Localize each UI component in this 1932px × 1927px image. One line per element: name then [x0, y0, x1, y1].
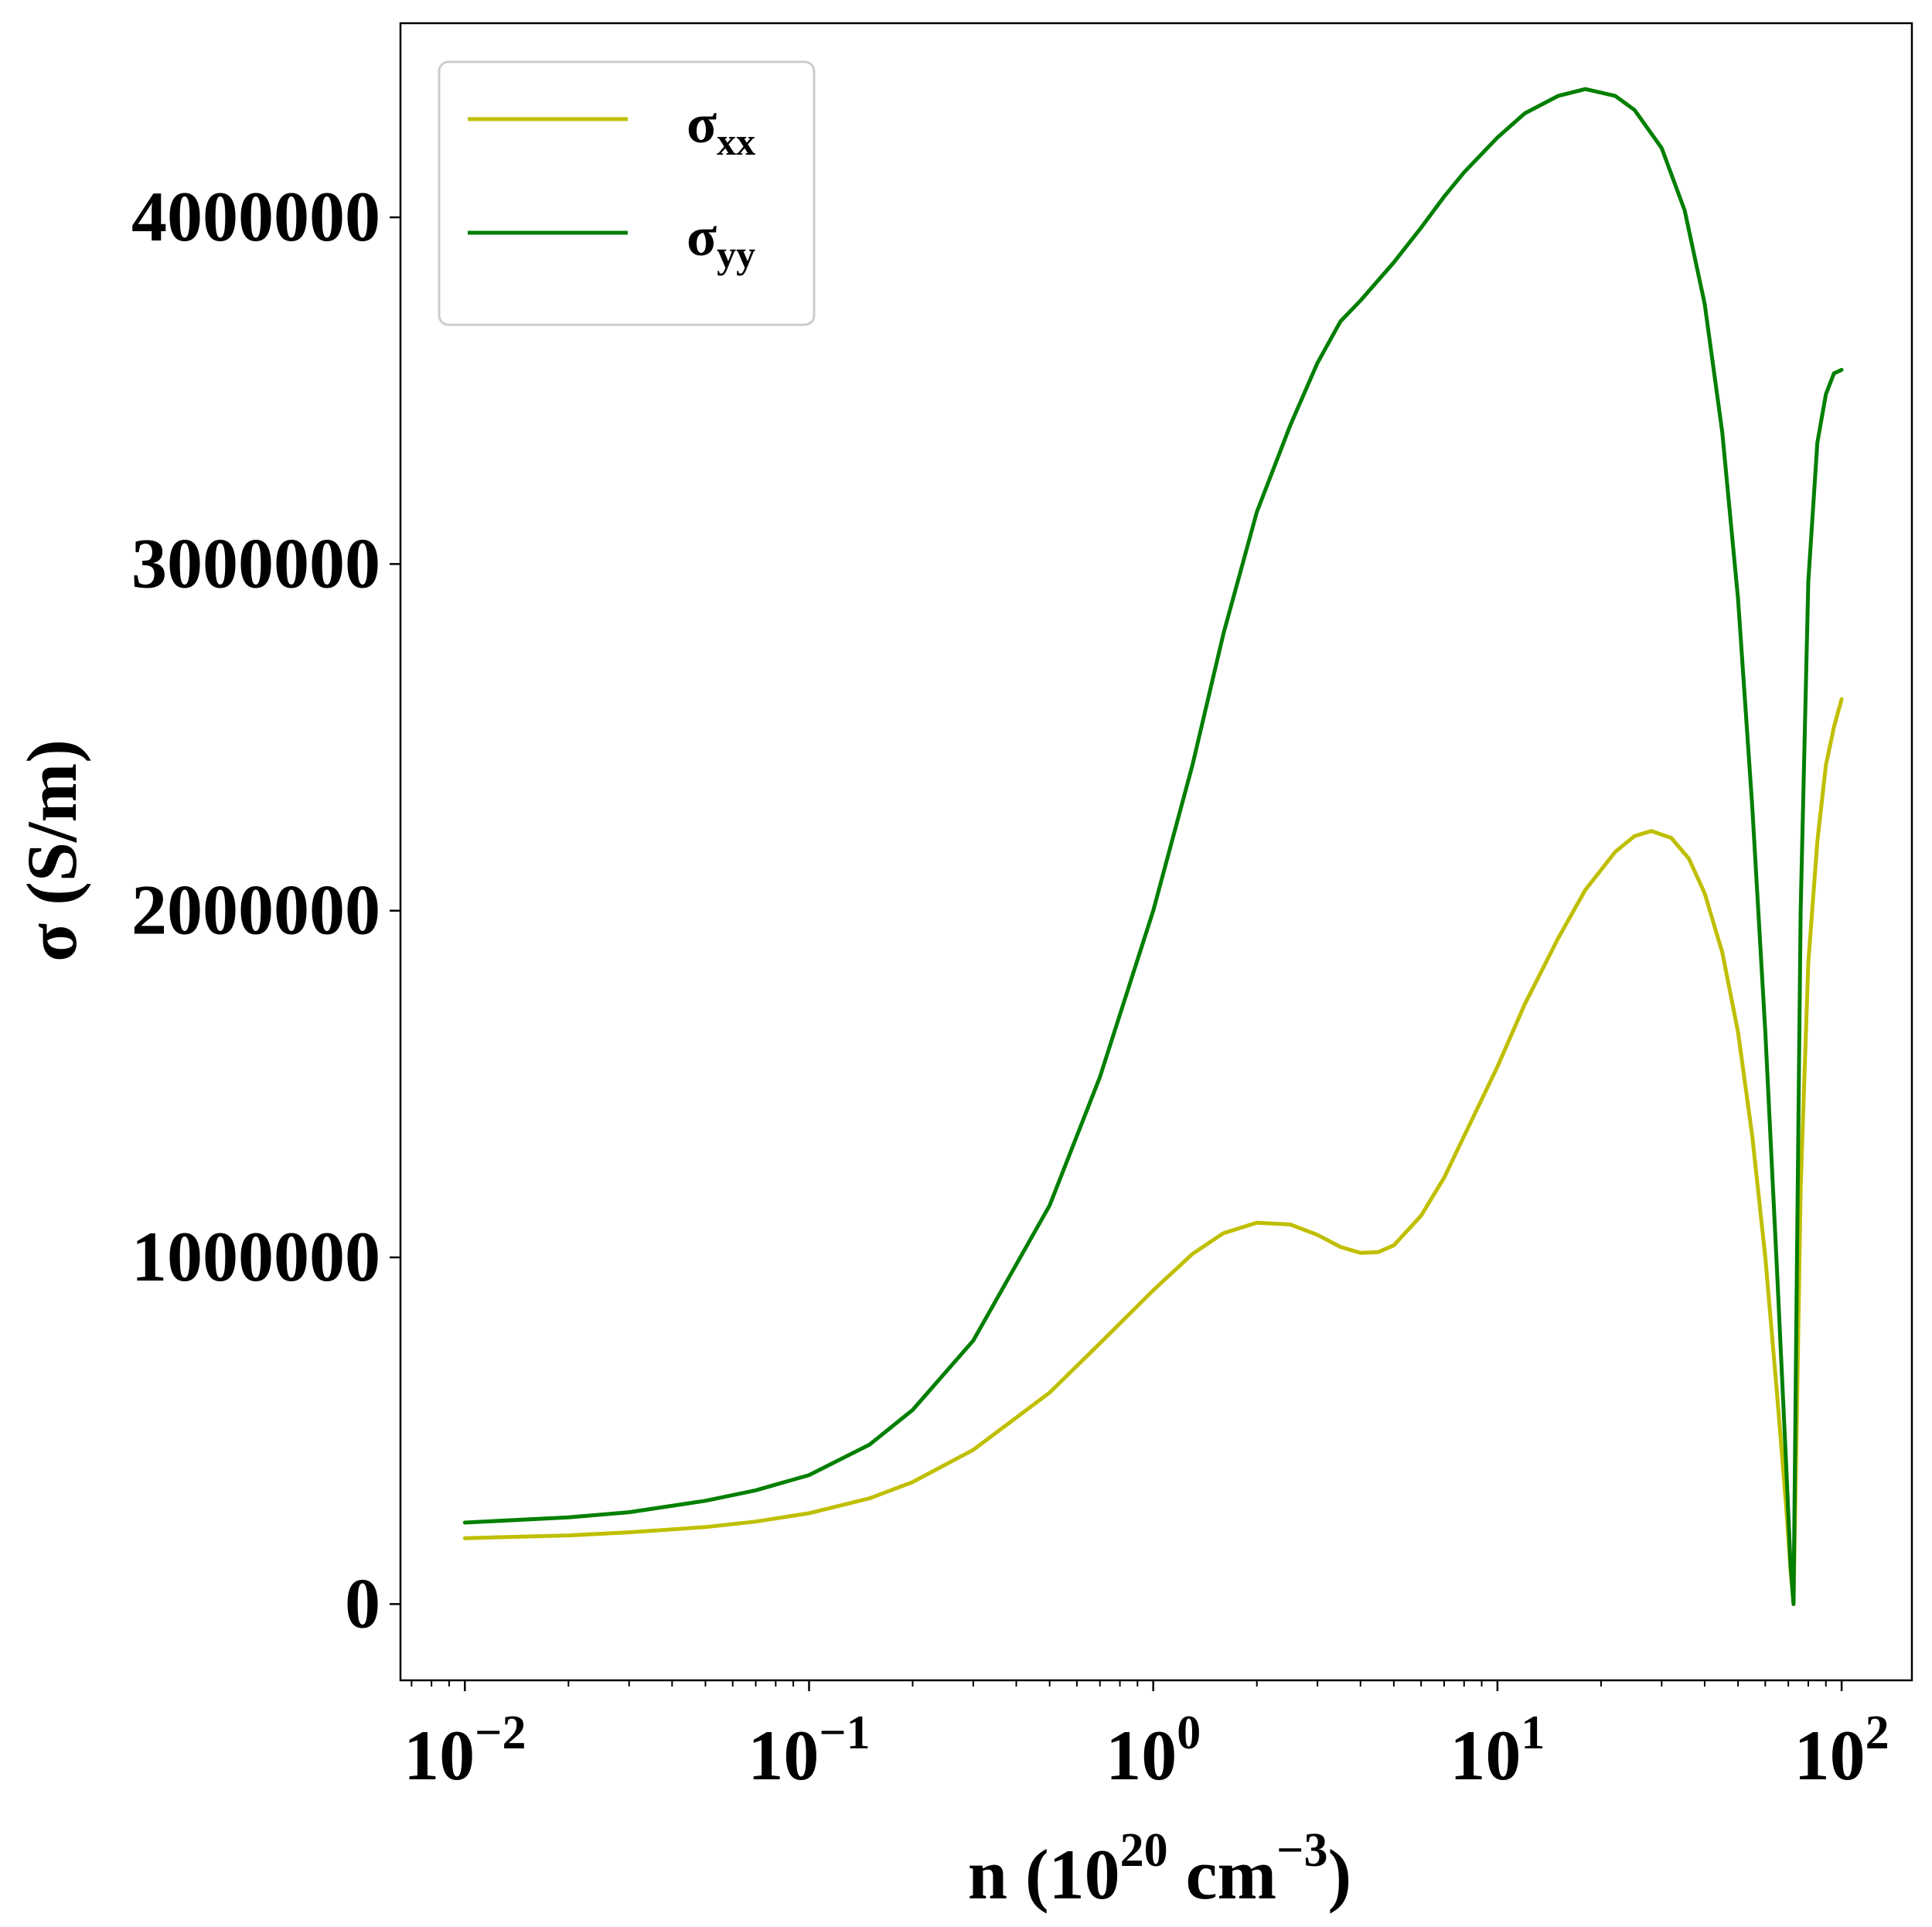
legend: σxx σyy	[438, 60, 816, 326]
x-tick-label-3: 101	[1450, 1707, 1545, 1795]
y-tick-label-3: 3000000	[131, 524, 380, 602]
legend-label-sigma-xx: σxx	[687, 93, 755, 163]
x-tick-label-base-2: 10	[1106, 1716, 1177, 1795]
x-axis-label-part-3: )	[1328, 1835, 1352, 1914]
x-tick-label-2: 100	[1106, 1707, 1201, 1795]
x-tick-label-exp-4: 2	[1866, 1707, 1889, 1759]
x-tick-label-base-0: 10	[404, 1716, 475, 1795]
series-layer	[462, 87, 1844, 1606]
x-tick-label-base-3: 10	[1450, 1716, 1521, 1795]
x-axis-label-exp-2: −3	[1276, 1824, 1327, 1877]
y-tick-label-4: 4000000	[131, 177, 380, 256]
y-axis-ticks: 0 1000000 2000000 3000000 4000000	[131, 177, 400, 1642]
x-tick-label-exp-0: −2	[475, 1707, 526, 1759]
plot-frame	[399, 22, 1913, 1682]
legend-box	[438, 60, 816, 326]
legend-label-sigma-xx-main: σ	[687, 93, 717, 155]
x-tick-label-exp-3: 1	[1521, 1707, 1545, 1759]
legend-label-sigma-yy: σyy	[687, 206, 755, 276]
series-line-yy	[462, 87, 1844, 1606]
x-axis-label-part-2: cm	[1168, 1835, 1276, 1914]
x-axis-label-exp-1: 20	[1120, 1824, 1168, 1877]
legend-label-sigma-yy-main: σ	[687, 206, 717, 268]
x-tick-label-1: 10−1	[748, 1707, 870, 1795]
x-axis-label-part-1: n (10	[968, 1835, 1120, 1914]
x-axis-ticks: 10−2 10−1 100 101 102	[404, 1680, 1889, 1795]
y-axis-label: σ (S/m)	[12, 739, 91, 962]
x-tick-label-exp-1: −1	[819, 1707, 870, 1759]
x-tick-label-0: 10−2	[404, 1707, 526, 1795]
x-tick-label-base-4: 10	[1794, 1716, 1866, 1795]
y-tick-label-1: 1000000	[131, 1217, 380, 1296]
x-tick-label-4: 102	[1794, 1707, 1889, 1795]
x-tick-label-exp-2: 0	[1177, 1707, 1201, 1759]
y-tick-label-0: 0	[345, 1564, 380, 1642]
legend-label-sigma-xx-sub: xx	[717, 120, 755, 163]
y-tick-label-2: 2000000	[131, 871, 380, 950]
x-tick-label-base-1: 10	[748, 1716, 819, 1795]
legend-label-sigma-yy-sub: yy	[717, 233, 755, 276]
x-axis-label: n (1020 cm−3)	[968, 1824, 1351, 1914]
